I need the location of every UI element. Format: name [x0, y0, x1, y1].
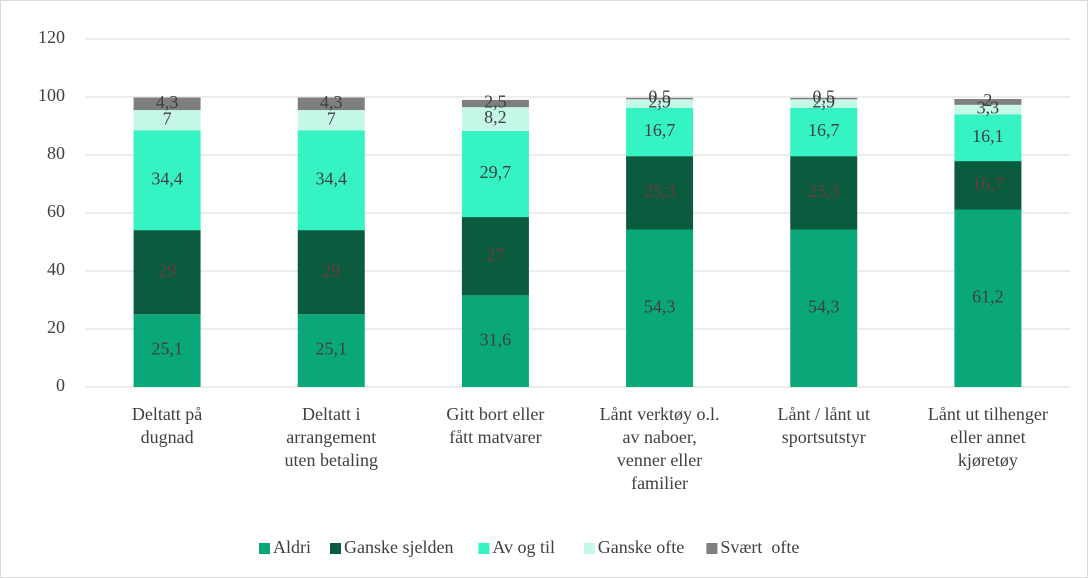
- y-tick-label: 20: [47, 317, 65, 337]
- data-label: 34,4: [316, 168, 348, 188]
- legend-label: Ganske ofte: [598, 537, 684, 557]
- data-label: 16,1: [972, 126, 1004, 146]
- bar-segment: [133, 130, 201, 231]
- x-tick-label: arrangement: [286, 427, 376, 447]
- x-tick-label: fått matvarer: [449, 427, 541, 447]
- data-label: 34,4: [151, 168, 183, 188]
- bar-segment: [954, 161, 1022, 210]
- data-label: 54,3: [808, 296, 840, 316]
- legend-swatch: [478, 543, 490, 554]
- bar-segment: [626, 156, 694, 230]
- x-tick-label: Gitt bort eller: [446, 404, 544, 424]
- bar-segment: [133, 314, 201, 387]
- bar-segment: [133, 97, 201, 111]
- x-tick-label: Lånt verktøy o.l.: [600, 404, 720, 424]
- data-label: 16,7: [972, 173, 1004, 193]
- bar-segment: [133, 110, 201, 131]
- data-label: 2,5: [484, 92, 507, 112]
- y-tick-label: 40: [47, 259, 65, 279]
- data-label: 25,1: [316, 339, 348, 359]
- bar-segment: [790, 156, 858, 230]
- bar-segment: [461, 107, 529, 131]
- bar-segment: [297, 97, 365, 111]
- x-tick-label: venner eller: [617, 450, 702, 470]
- legend-swatch: [706, 543, 718, 554]
- bar-segment: [133, 230, 201, 315]
- data-label: 2,9: [813, 92, 836, 112]
- bar-segment: [954, 114, 1022, 162]
- bar-segment: [790, 107, 858, 157]
- x-tick-label: av naboer,: [622, 427, 696, 447]
- bar-segment: [790, 99, 858, 108]
- data-label: 2: [983, 90, 992, 110]
- data-label: 27: [486, 244, 504, 264]
- data-label: 25,1: [151, 339, 183, 359]
- data-label: 16,7: [644, 120, 676, 140]
- data-label: 0,5: [813, 87, 836, 107]
- x-tick-label: familier: [631, 473, 688, 493]
- bar-segment: [954, 99, 1022, 105]
- bar-segment: [297, 230, 365, 315]
- data-label: 61,2: [972, 286, 1004, 306]
- bar-segment: [461, 295, 529, 387]
- bar-segment: [790, 229, 858, 387]
- data-label: 2,9: [648, 92, 671, 112]
- data-label: 0,5: [648, 87, 671, 107]
- data-label: 16,7: [808, 120, 840, 140]
- legend-swatch: [583, 543, 595, 554]
- y-tick-label: 0: [56, 375, 65, 395]
- data-label: 29: [158, 260, 176, 280]
- bar-segment: [297, 130, 365, 231]
- bar-segment: [626, 107, 694, 157]
- bar-segment: [461, 99, 529, 108]
- bar-segment: [626, 99, 694, 108]
- data-label: 54,3: [644, 296, 676, 316]
- legend-swatch: [259, 543, 270, 554]
- x-tick-label: Deltatt i: [302, 404, 360, 424]
- bar-segment: [297, 314, 365, 387]
- data-label: 7: [327, 108, 336, 128]
- x-tick-label: eller annet: [950, 427, 1025, 447]
- bar-segment: [626, 97, 694, 100]
- legend-label: Ganske sjelden: [344, 537, 453, 557]
- legend-label: Svært ofte: [720, 537, 799, 557]
- data-label: 7: [163, 108, 172, 128]
- x-tick-label: dugnad: [141, 427, 194, 447]
- legend-label: Av og til: [492, 537, 555, 557]
- legend-swatch: [330, 543, 341, 554]
- x-tick-label: Lånt ut tilhenger: [928, 404, 1048, 424]
- legend-label: Aldri: [273, 537, 311, 557]
- x-tick-label: Deltatt på: [132, 404, 202, 424]
- bar-segment: [626, 229, 694, 387]
- data-label: 4,3: [320, 92, 343, 112]
- data-label: 29,7: [480, 162, 512, 182]
- y-tick-label: 60: [47, 201, 65, 221]
- x-tick-label: uten betaling: [285, 450, 378, 470]
- y-tick-label: 100: [38, 85, 65, 105]
- bar-segment: [790, 97, 858, 100]
- bar-segment: [297, 110, 365, 131]
- data-label: 8,2: [484, 107, 507, 127]
- data-label: 29: [322, 260, 340, 280]
- bar-segment: [954, 104, 1022, 115]
- data-label: 31,6: [480, 329, 512, 349]
- x-tick-label: sportsutstyr: [782, 427, 866, 447]
- y-tick-label: 80: [47, 143, 65, 163]
- bar-segment: [954, 209, 1022, 387]
- x-tick-label: Lånt / lånt ut: [778, 404, 870, 424]
- x-tick-label: kjøretøy: [958, 450, 1018, 470]
- data-label: 4,3: [156, 92, 179, 112]
- data-label: 25,3: [644, 181, 676, 201]
- y-tick-label: 120: [38, 27, 65, 47]
- bar-segment: [461, 130, 529, 218]
- bar-segment: [461, 217, 529, 296]
- data-label: 3,3: [977, 98, 1000, 118]
- data-label: 25,3: [808, 181, 840, 201]
